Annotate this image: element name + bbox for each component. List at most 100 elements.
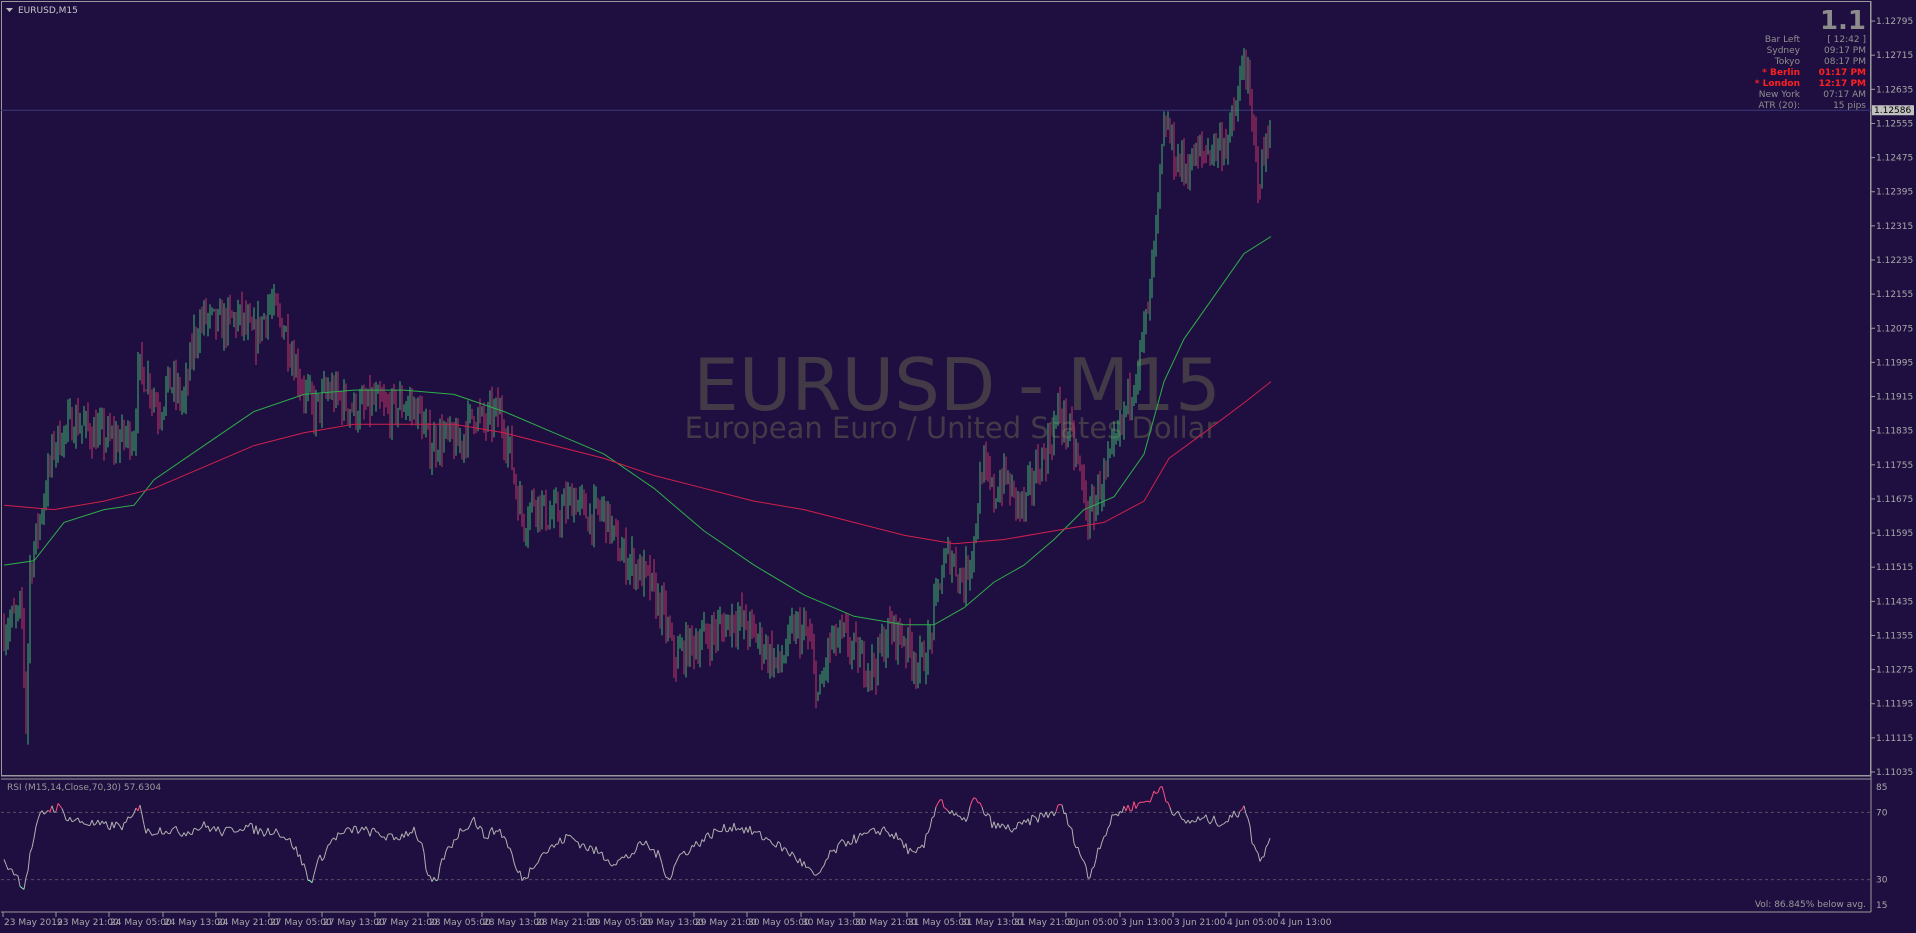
rsi-segment xyxy=(845,840,849,847)
info-row-value: 08:17 PM xyxy=(1824,57,1866,67)
rsi-segment xyxy=(771,843,775,846)
price-axis[interactable]: 1.12795 1.12715 1.12635 1.12555 1.12475 1.123… xyxy=(1871,17,1913,778)
rsi-segment xyxy=(137,804,141,812)
rsi-segment xyxy=(799,858,803,867)
rsi-segment xyxy=(919,844,923,849)
rsi-segment xyxy=(143,824,147,834)
price-tick-label: 1.11195 xyxy=(1876,700,1913,710)
rsi-segment xyxy=(237,828,241,832)
rsi-segment xyxy=(579,843,583,849)
rsi-segment xyxy=(737,828,741,831)
rsi-segment xyxy=(223,827,227,832)
rsi-segment xyxy=(1155,791,1159,794)
rsi-segment xyxy=(1239,809,1243,812)
rsi-segment xyxy=(849,843,853,845)
rsi-segment xyxy=(571,837,575,840)
rsi-segment xyxy=(743,826,747,834)
rsi-segment xyxy=(861,832,865,836)
rsi-segment xyxy=(607,859,611,865)
rsi-segment xyxy=(999,823,1003,829)
window-title[interactable]: EURUSD,M15 xyxy=(6,6,78,16)
rsi-segment xyxy=(343,828,347,834)
rsi-segment xyxy=(339,833,343,835)
rsi-segment xyxy=(813,874,817,876)
rsi-segment xyxy=(1157,787,1161,793)
rsi-segment xyxy=(529,867,533,870)
rsi-segment xyxy=(261,830,265,837)
rsi-segment xyxy=(727,826,731,832)
rsi-segment xyxy=(753,831,757,833)
rsi-segment xyxy=(825,857,829,861)
rsi-segment xyxy=(503,836,507,840)
rsi-segment xyxy=(399,833,403,840)
rsi-segment xyxy=(357,830,361,834)
rsi-segment xyxy=(91,819,95,826)
rsi-segment xyxy=(1243,805,1247,814)
rsi-segment xyxy=(675,857,679,863)
info-panel: 1.1 Bar Left [ 12:42 ] Sydney 09:17 PM Tokyo… xyxy=(1755,6,1867,111)
rsi-segment xyxy=(1267,838,1271,845)
rsi-segment xyxy=(1121,805,1125,813)
rsi-segment xyxy=(851,834,855,844)
rsi-segment xyxy=(355,826,359,834)
rsi-segment xyxy=(165,830,169,834)
rsi-segment xyxy=(661,863,665,873)
rsi-segment xyxy=(989,815,993,829)
rsi-segment xyxy=(745,826,749,833)
rsi-segment xyxy=(139,804,143,815)
rsi-segment xyxy=(987,813,991,817)
rsi-segment xyxy=(537,857,541,863)
rsi-segment xyxy=(367,830,371,837)
rsi-segment xyxy=(527,867,531,879)
rsi-segment xyxy=(379,835,383,838)
rsi-segment xyxy=(403,831,407,838)
rsi-segment xyxy=(305,870,309,881)
rsi-segment xyxy=(187,831,191,835)
rsi-label: RSI (M15,14,Close,70,30) 57.6304 xyxy=(7,783,161,793)
rsi-segment xyxy=(747,826,751,833)
time-tick-label: 3 Jun 05:00 xyxy=(1067,918,1119,928)
rsi-segment xyxy=(839,839,843,843)
current-price-tag-box xyxy=(1872,105,1914,116)
time-tick-label: 23 May 21:00 xyxy=(57,918,119,928)
rsi-segment xyxy=(407,832,411,837)
rsi-segment xyxy=(97,819,101,826)
rsi-segment xyxy=(155,833,159,835)
rsi-segment xyxy=(323,850,327,859)
rsi-segment xyxy=(51,805,55,813)
rsi-segment xyxy=(1031,814,1035,817)
rsi-segment xyxy=(29,847,33,853)
rsi-segment xyxy=(891,833,895,840)
rsi-segment xyxy=(951,810,955,816)
rsi-segment xyxy=(1053,811,1057,817)
rsi-segment xyxy=(545,851,549,854)
rsi-segment xyxy=(1067,824,1071,828)
rsi-segment xyxy=(513,862,517,869)
price-tick-label: 1.11115 xyxy=(1876,734,1913,744)
rsi-segment xyxy=(157,827,161,834)
rsi-segment xyxy=(663,872,667,878)
rsi-segment xyxy=(593,846,597,854)
collapse-triangle-icon[interactable] xyxy=(6,8,13,12)
info-row-value: 09:17 PM xyxy=(1824,46,1866,56)
price-tick-label: 1.12155 xyxy=(1876,290,1913,300)
rsi-segment xyxy=(591,847,595,854)
rsi-segment xyxy=(371,827,375,830)
rsi-segment xyxy=(327,843,331,846)
rsi-segment xyxy=(315,859,319,868)
rsi-segment xyxy=(1091,866,1095,870)
rsi-segment xyxy=(895,832,899,840)
rsi-segment xyxy=(23,877,27,890)
rsi-segment xyxy=(879,828,883,836)
rsi-segment xyxy=(271,832,275,835)
rsi-segment xyxy=(1215,822,1219,827)
rsi-segment xyxy=(867,829,871,834)
rsi-segment xyxy=(359,826,363,832)
rsi-segment xyxy=(509,847,513,854)
rsi-segment xyxy=(1149,796,1153,803)
rsi-segment xyxy=(841,839,845,842)
rsi-segment xyxy=(65,819,69,822)
